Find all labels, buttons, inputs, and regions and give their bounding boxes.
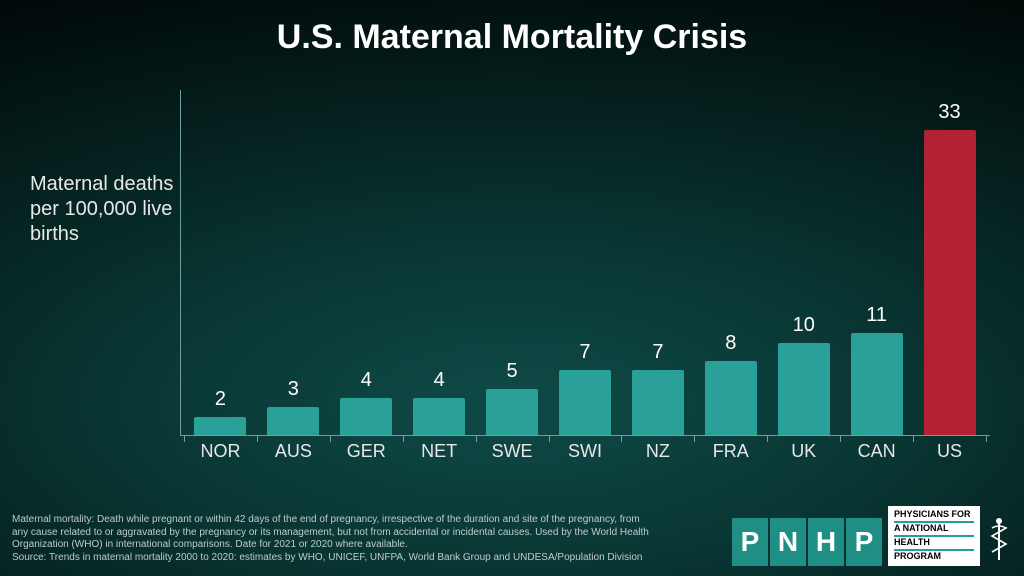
slide: U.S. Maternal Mortality Crisis Maternal … — [0, 0, 1024, 576]
bar-value: 2 — [215, 388, 226, 411]
pnhp-letter: N — [770, 518, 806, 566]
bar-rect — [705, 361, 757, 435]
physicians-line: HEALTH — [894, 537, 974, 551]
bar-rect — [924, 130, 976, 435]
pnhp-letter: P — [846, 518, 882, 566]
bar-rect — [632, 370, 684, 435]
pnhp-letter: H — [808, 518, 844, 566]
caduceus-icon — [986, 514, 1012, 566]
bar-us: 33 — [916, 101, 984, 435]
bar-rect — [486, 389, 538, 435]
x-tick — [767, 436, 768, 442]
bar-fra: 8 — [697, 332, 765, 435]
category-label: GER — [332, 441, 400, 462]
bar-value: 10 — [793, 314, 815, 337]
bar-rect — [559, 370, 611, 435]
bar-value: 7 — [579, 341, 590, 364]
x-tick — [913, 436, 914, 442]
physicians-box: PHYSICIANS FORA NATIONALHEALTHPROGRAM — [888, 506, 980, 566]
bar-net: 4 — [405, 369, 473, 435]
x-tick — [184, 436, 185, 442]
categories-container: NORAUSGERNETSWESWINZFRAUKCANUS — [180, 441, 990, 462]
category-label: US — [916, 441, 984, 462]
bar-swi: 7 — [551, 341, 619, 435]
category-label: SWE — [478, 441, 546, 462]
bar-value: 3 — [288, 378, 299, 401]
physicians-line: A NATIONAL — [894, 523, 974, 537]
x-tick — [476, 436, 477, 442]
category-label: CAN — [843, 441, 911, 462]
x-tick — [621, 436, 622, 442]
category-label: NZ — [624, 441, 692, 462]
bar-chart: 2 3 4 4 5 7 7 8 10 11 33 NORAUSGERNETSWESWINZFRAUK… — [180, 90, 990, 460]
x-tick — [840, 436, 841, 442]
category-label: SWI — [551, 441, 619, 462]
y-axis-label: Maternal deaths per 100,000 live births — [30, 172, 190, 247]
x-tick — [330, 436, 331, 442]
bar-rect — [778, 343, 830, 435]
x-tick — [694, 436, 695, 442]
bar-value: 5 — [507, 360, 518, 383]
x-axis-line — [180, 435, 990, 436]
bar-swe: 5 — [478, 360, 546, 435]
x-tick — [403, 436, 404, 442]
x-tick — [549, 436, 550, 442]
bar-aus: 3 — [259, 378, 327, 435]
bar-value: 4 — [434, 369, 445, 392]
category-label: NET — [405, 441, 473, 462]
bar-nz: 7 — [624, 341, 692, 435]
bar-value: 11 — [866, 304, 887, 327]
bar-rect — [851, 333, 903, 435]
footnote-text: Maternal mortality: Death while pregnant… — [12, 514, 652, 564]
page-title: U.S. Maternal Mortality Crisis — [0, 18, 1024, 57]
bar-value: 4 — [361, 369, 372, 392]
bar-value: 7 — [652, 341, 663, 364]
bar-uk: 10 — [770, 314, 838, 435]
physicians-line: PHYSICIANS FOR — [894, 509, 974, 523]
x-tick — [257, 436, 258, 442]
pnhp-logo: PNHP PHYSICIANS FORA NATIONALHEALTHPROGR… — [732, 506, 1012, 566]
bar-can: 11 — [843, 304, 911, 435]
category-label: NOR — [186, 441, 254, 462]
bar-rect — [340, 398, 392, 435]
bar-rect — [267, 407, 319, 435]
bar-value: 33 — [938, 101, 960, 124]
category-label: AUS — [259, 441, 327, 462]
category-label: UK — [770, 441, 838, 462]
physicians-line: PROGRAM — [894, 551, 974, 563]
bar-ger: 4 — [332, 369, 400, 435]
bar-nor: 2 — [186, 388, 254, 435]
pnhp-letters: PNHP — [732, 518, 882, 566]
pnhp-letter: P — [732, 518, 768, 566]
bar-value: 8 — [725, 332, 736, 355]
x-tick — [986, 436, 987, 442]
bars-container: 2 3 4 4 5 7 7 8 10 11 33 — [180, 90, 990, 435]
bar-rect — [413, 398, 465, 435]
category-label: FRA — [697, 441, 765, 462]
bar-rect — [194, 417, 246, 435]
